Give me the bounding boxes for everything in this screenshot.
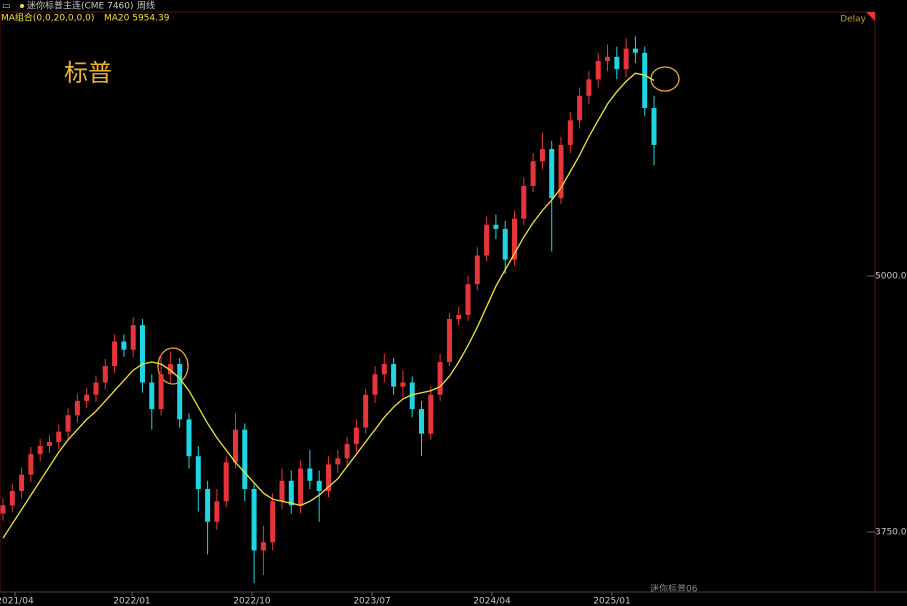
candle-body <box>205 488 211 522</box>
candle-body <box>344 443 350 459</box>
indicator[interactable]: MA组合(0,0,20,0,0,0) <box>1 12 94 24</box>
candle-body <box>9 491 15 506</box>
candle-body <box>195 456 201 489</box>
y-tick-label: 5000.00 <box>875 271 907 281</box>
candle-body <box>242 429 248 489</box>
ma-legend: MA20 5954.39 <box>104 14 170 24</box>
candle-body <box>419 409 425 434</box>
delay: Delay <box>840 15 866 25</box>
x-tick-label: 2022/01 <box>113 597 150 606</box>
candle-body <box>558 144 564 199</box>
candle-body <box>372 374 378 395</box>
candle-body <box>353 427 359 444</box>
x-tick-label: 2024/04 <box>473 597 511 606</box>
candle-body <box>530 161 536 186</box>
candle-body <box>605 56 611 61</box>
candle-body <box>19 474 25 492</box>
ma-line <box>2 72 655 539</box>
candle-body <box>474 255 480 285</box>
highlight-circle <box>157 347 189 385</box>
annotation: 标普 <box>64 59 112 87</box>
candle-body <box>614 56 620 70</box>
candle-body <box>595 60 601 80</box>
candle-body <box>56 431 62 442</box>
candle-body <box>363 394 369 428</box>
candle-body <box>37 445 43 455</box>
candle-body <box>456 314 462 319</box>
candle-body <box>279 480 285 502</box>
period[interactable]: 周线 <box>137 0 155 12</box>
candle-body <box>158 374 164 410</box>
candle-body <box>502 228 508 260</box>
candle-body <box>112 341 118 367</box>
candle-body <box>567 120 573 145</box>
candle-body <box>223 462 229 502</box>
symbol[interactable]: 迷你标普主连(CME 7460) <box>27 0 134 12</box>
menu-icon[interactable]: ▭ <box>2 2 11 12</box>
candle-body <box>428 394 434 434</box>
candle-body <box>46 441 52 446</box>
candle-body <box>65 415 71 432</box>
candle-body <box>381 364 387 375</box>
candle-body <box>446 318 452 363</box>
candle-body <box>28 454 34 475</box>
corner-flag <box>866 12 875 21</box>
candle-body <box>167 364 173 375</box>
candle-body <box>102 366 108 383</box>
candle-body <box>335 458 341 465</box>
candle-body <box>288 480 294 506</box>
candle-body <box>539 149 545 162</box>
candle-body <box>121 341 127 350</box>
candle-body <box>139 325 145 383</box>
candle-body <box>186 419 192 457</box>
candle-body <box>149 382 155 410</box>
candle-body <box>651 108 657 145</box>
candle-body <box>177 364 183 420</box>
candle-body <box>632 48 638 53</box>
x-tick-label: 2021/04 <box>0 597 34 606</box>
candle-body <box>307 468 313 481</box>
candle-body <box>577 95 583 121</box>
candle-body <box>493 224 499 229</box>
candle-body <box>270 501 276 543</box>
candle-body <box>521 185 527 219</box>
candle-body <box>325 464 331 492</box>
candle-body <box>484 224 490 256</box>
candle-body <box>400 382 406 387</box>
watermark: 迷你标普06 <box>650 583 698 595</box>
candle-body <box>437 362 443 395</box>
symbol-dot <box>20 4 24 8</box>
candle-body <box>130 325 136 350</box>
candle-body <box>260 542 266 551</box>
candle-body <box>465 284 471 315</box>
candle-body <box>512 218 518 260</box>
candle-body <box>391 364 397 387</box>
candle-body <box>549 149 555 199</box>
candle-body <box>84 394 90 401</box>
y-tick-label: 3750.00 <box>875 527 907 537</box>
candle-body <box>623 48 629 70</box>
candle-body <box>93 382 99 395</box>
candle-body <box>586 79 592 96</box>
x-tick-label: 2023/07 <box>353 597 390 606</box>
candle-body <box>298 468 304 506</box>
candle-body <box>232 429 238 463</box>
candle-body <box>316 480 322 492</box>
x-tick-label: 2025/01 <box>593 597 630 606</box>
x-tick-label: 2022/10 <box>233 597 271 606</box>
candle-body <box>251 488 257 551</box>
candle-body <box>642 52 648 109</box>
candle-body <box>214 501 220 522</box>
candle-body <box>74 400 80 416</box>
candle-body <box>409 382 415 410</box>
candle-body <box>0 505 6 514</box>
